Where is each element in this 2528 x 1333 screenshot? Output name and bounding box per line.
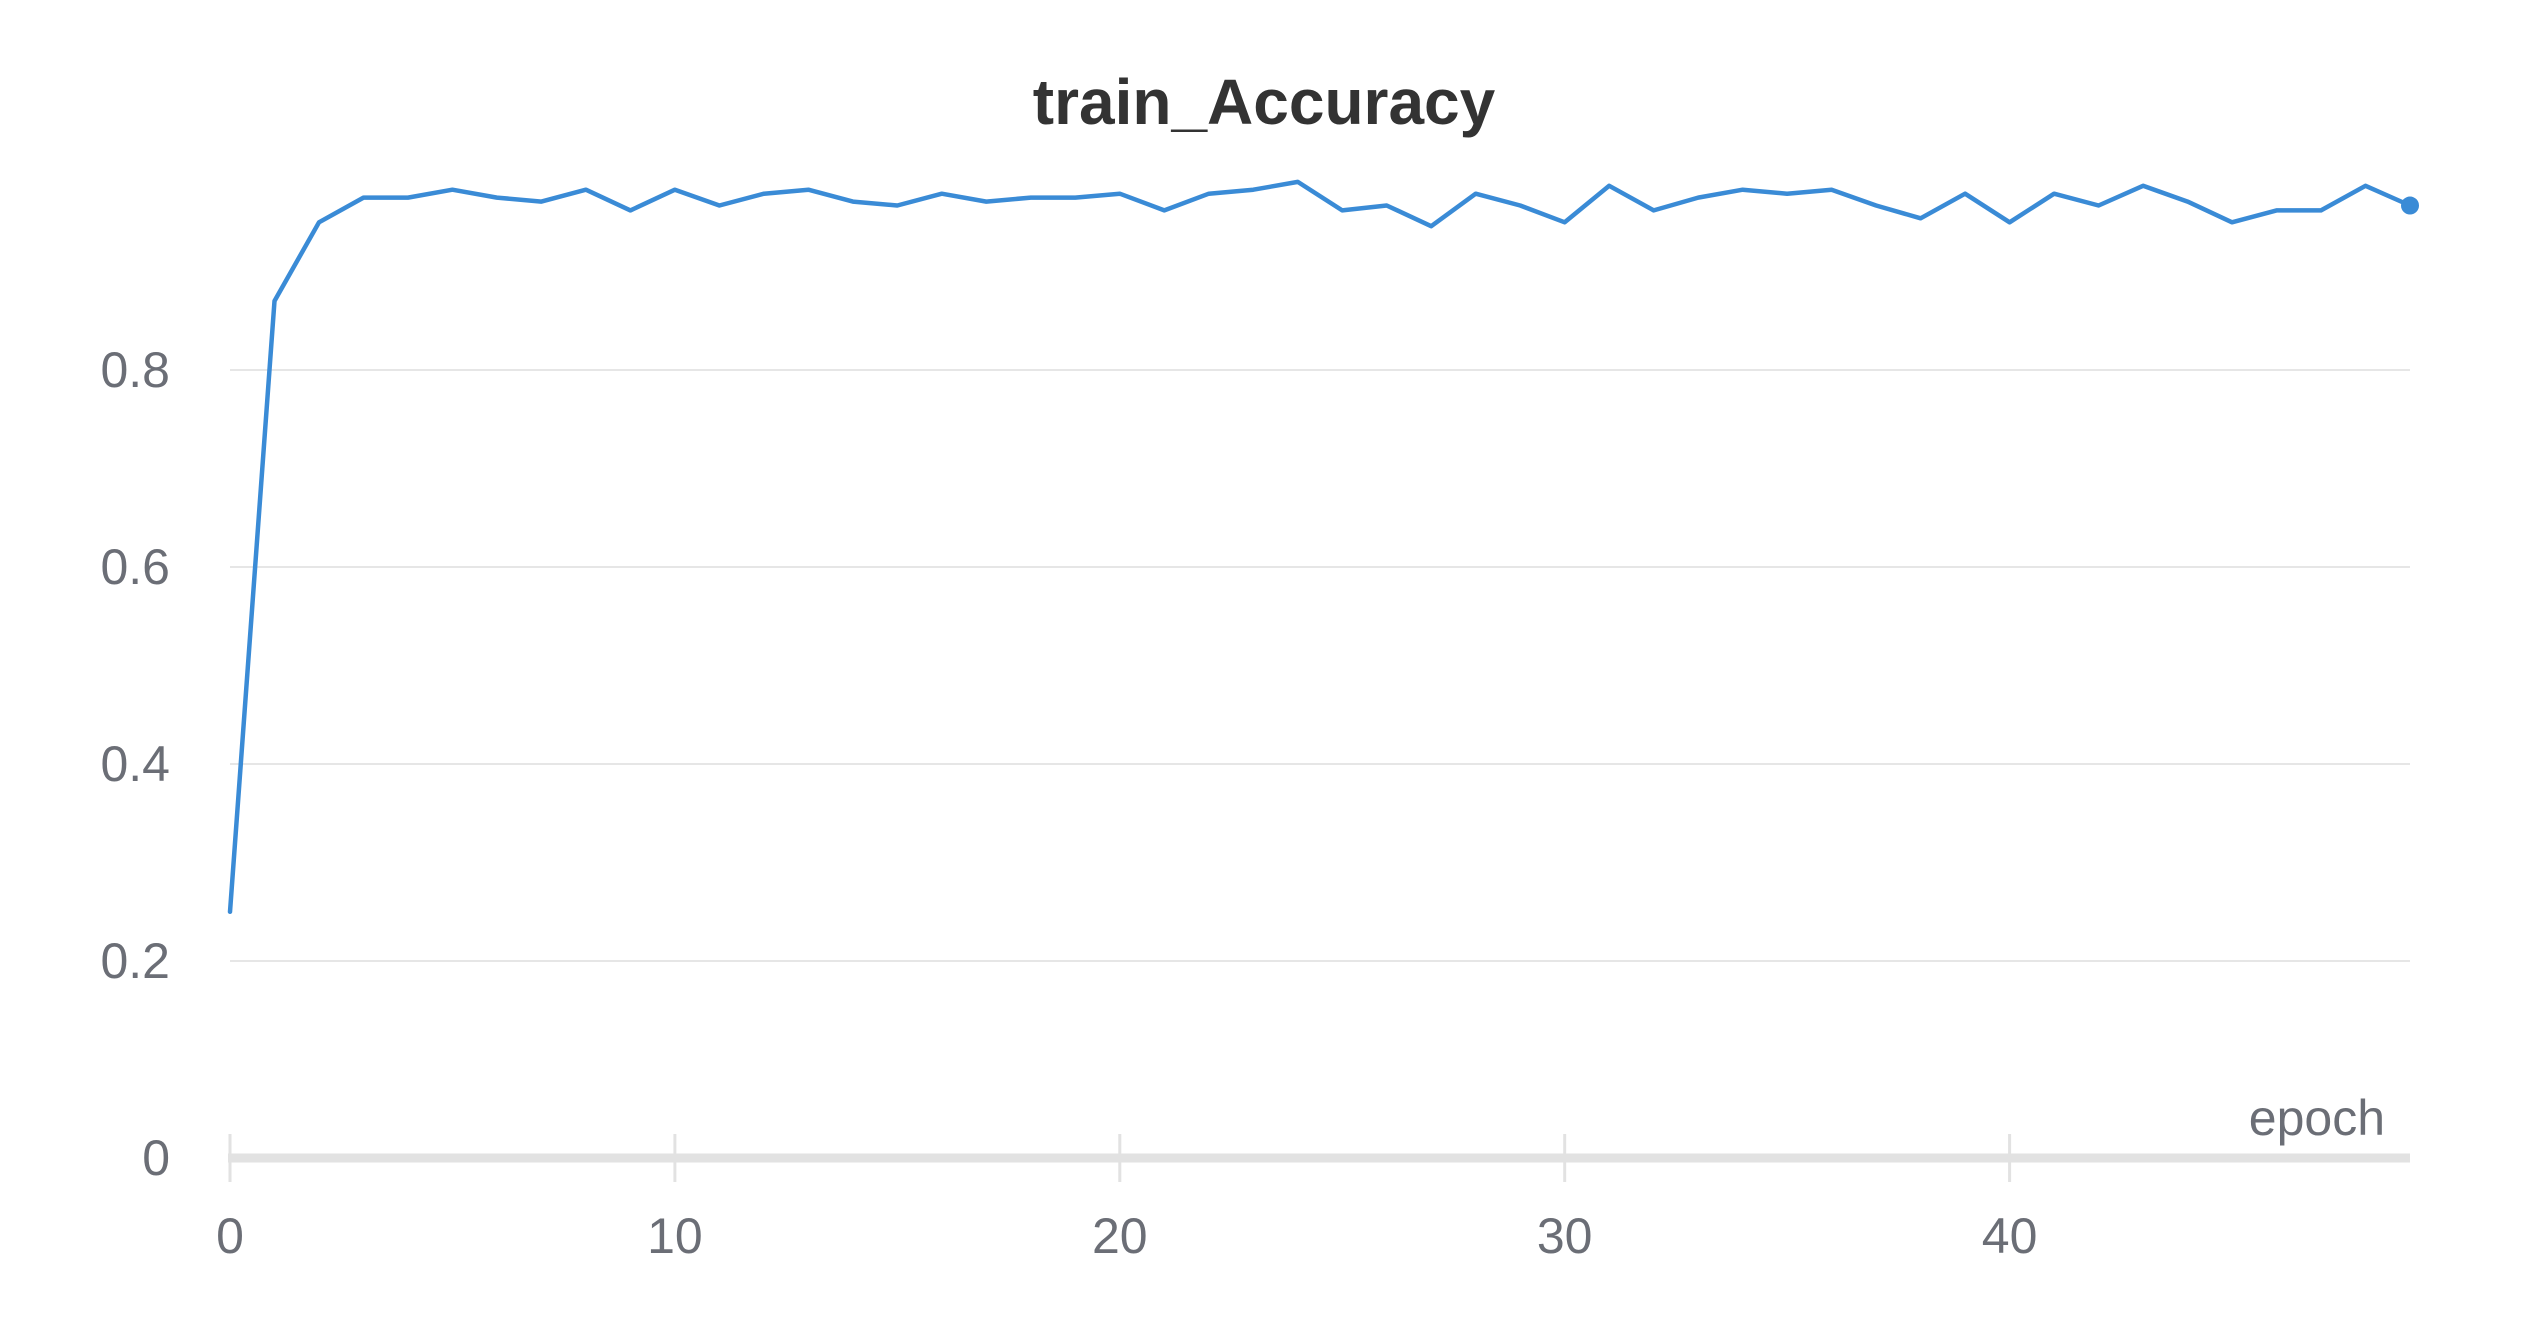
series-end-marker <box>2401 196 2419 215</box>
data-point <box>271 298 277 304</box>
data-point <box>2229 219 2235 225</box>
data-point <box>627 207 633 213</box>
data-point <box>1695 195 1701 201</box>
x-axis <box>228 1134 2410 1182</box>
data-point <box>1473 191 1479 197</box>
data-point <box>2096 203 2102 209</box>
data-point <box>1829 187 1835 193</box>
data-point <box>583 187 589 193</box>
data-point <box>1295 179 1301 185</box>
x-tick-label: 40 <box>1982 1208 2038 1264</box>
data-point <box>1562 219 1568 225</box>
y-tick-label: 0.2 <box>100 933 170 989</box>
data-point <box>1651 207 1657 213</box>
grid-lines <box>230 369 2410 962</box>
data-point <box>894 203 900 209</box>
data-point <box>1517 203 1523 209</box>
data-point <box>1384 203 1390 209</box>
x-tick-label: 10 <box>647 1208 703 1264</box>
data-point <box>360 195 366 201</box>
data-point <box>2051 191 2057 197</box>
data-point <box>1784 191 1790 197</box>
data-point <box>1428 223 1434 229</box>
data-point <box>1161 207 1167 213</box>
data-point <box>850 199 856 205</box>
series-layer <box>227 179 2419 915</box>
data-point <box>2140 183 2146 189</box>
data-point <box>716 203 722 209</box>
data-point <box>1918 215 1924 221</box>
data-point <box>449 187 455 193</box>
data-point <box>672 187 678 193</box>
y-tick-label: 0 <box>142 1130 170 1186</box>
data-point <box>1250 187 1256 193</box>
x-tick-label: 0 <box>216 1208 244 1264</box>
data-point <box>1206 191 1212 197</box>
data-point <box>1028 195 1034 201</box>
data-point <box>227 909 233 915</box>
data-point <box>2363 183 2369 189</box>
data-point <box>983 199 989 205</box>
x-tick-label: 20 <box>1092 1208 1148 1264</box>
data-point <box>316 219 322 225</box>
data-point <box>494 195 500 201</box>
data-point <box>1339 207 1345 213</box>
x-tick-label: 30 <box>1537 1208 1593 1264</box>
x-axis-label: epoch <box>2249 1090 2385 1146</box>
y-tick-label: 0.4 <box>100 736 170 792</box>
chart-title: train_Accuracy <box>1033 66 1496 138</box>
y-tick-label: 0.6 <box>100 539 170 595</box>
data-point <box>939 191 945 197</box>
data-point <box>1962 191 1968 197</box>
data-point <box>2274 207 2280 213</box>
data-point <box>2185 199 2191 205</box>
y-axis-tick-labels: 0 0.2 0.4 0.6 0.8 <box>100 342 170 1186</box>
data-point <box>1873 203 1879 209</box>
data-point <box>1740 187 1746 193</box>
y-tick-label: 0.8 <box>100 342 170 398</box>
x-axis-tick-labels: 0 10 20 30 40 <box>216 1208 2037 1264</box>
data-point <box>405 195 411 201</box>
data-point <box>2007 219 2013 225</box>
data-point <box>2318 207 2324 213</box>
data-point <box>805 187 811 193</box>
data-point <box>538 199 544 205</box>
data-point <box>761 191 767 197</box>
data-point <box>1117 191 1123 197</box>
data-point <box>1606 183 1612 189</box>
series-line <box>227 179 2413 915</box>
data-point <box>1072 195 1078 201</box>
